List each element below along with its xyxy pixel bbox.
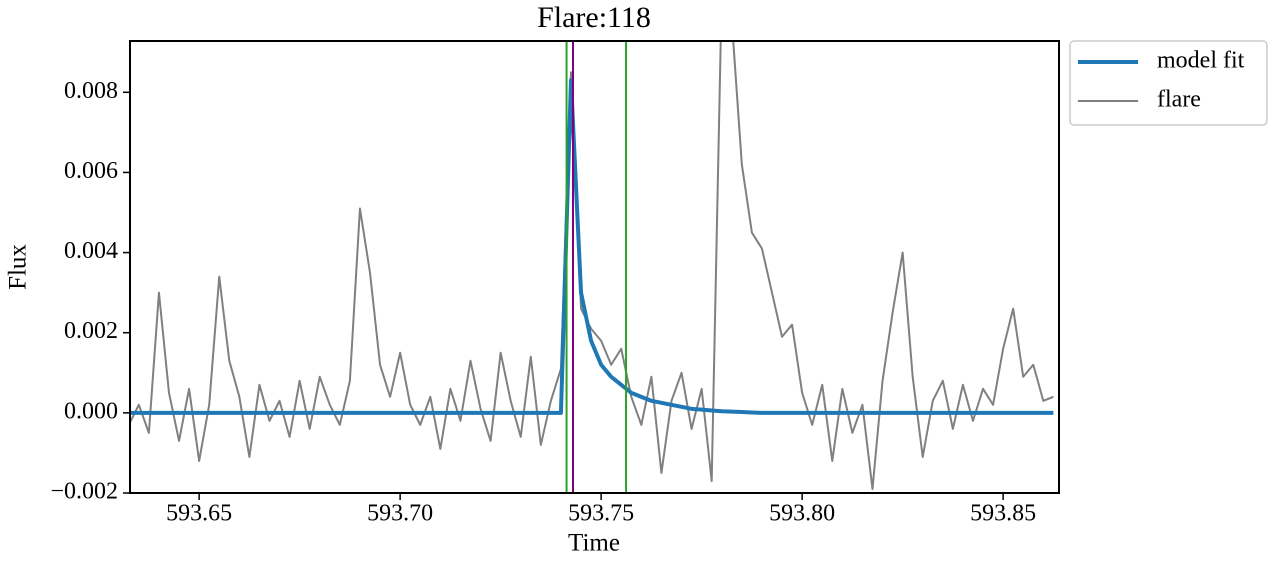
y-axis-label: Flux [5, 244, 32, 290]
x-tick-label: 593.75 [568, 501, 634, 527]
plot-area [130, 41, 1054, 493]
x-axis-label: Time [568, 530, 620, 557]
x-tick-label: 593.70 [367, 501, 433, 527]
y-tick-label: 0.006 [64, 158, 118, 184]
legend-label: model fit [1157, 48, 1245, 74]
series-line [130, 41, 1054, 490]
y-tick-label: 0.002 [64, 318, 118, 344]
x-tick-label: 593.80 [769, 501, 835, 527]
y-tick-label: −0.002 [50, 479, 118, 505]
plot-frame [129, 40, 1060, 494]
y-tick-label: 0.004 [64, 238, 118, 264]
series-line [130, 78, 1054, 415]
x-tick-label: 593.65 [166, 501, 232, 527]
legend-label: flare [1157, 87, 1201, 113]
y-tick-label: 0.008 [64, 78, 118, 104]
x-tick-label: 593.85 [970, 501, 1036, 527]
y-tick-label: 0.000 [64, 398, 118, 424]
chart-title: Flare:118 [537, 1, 651, 34]
